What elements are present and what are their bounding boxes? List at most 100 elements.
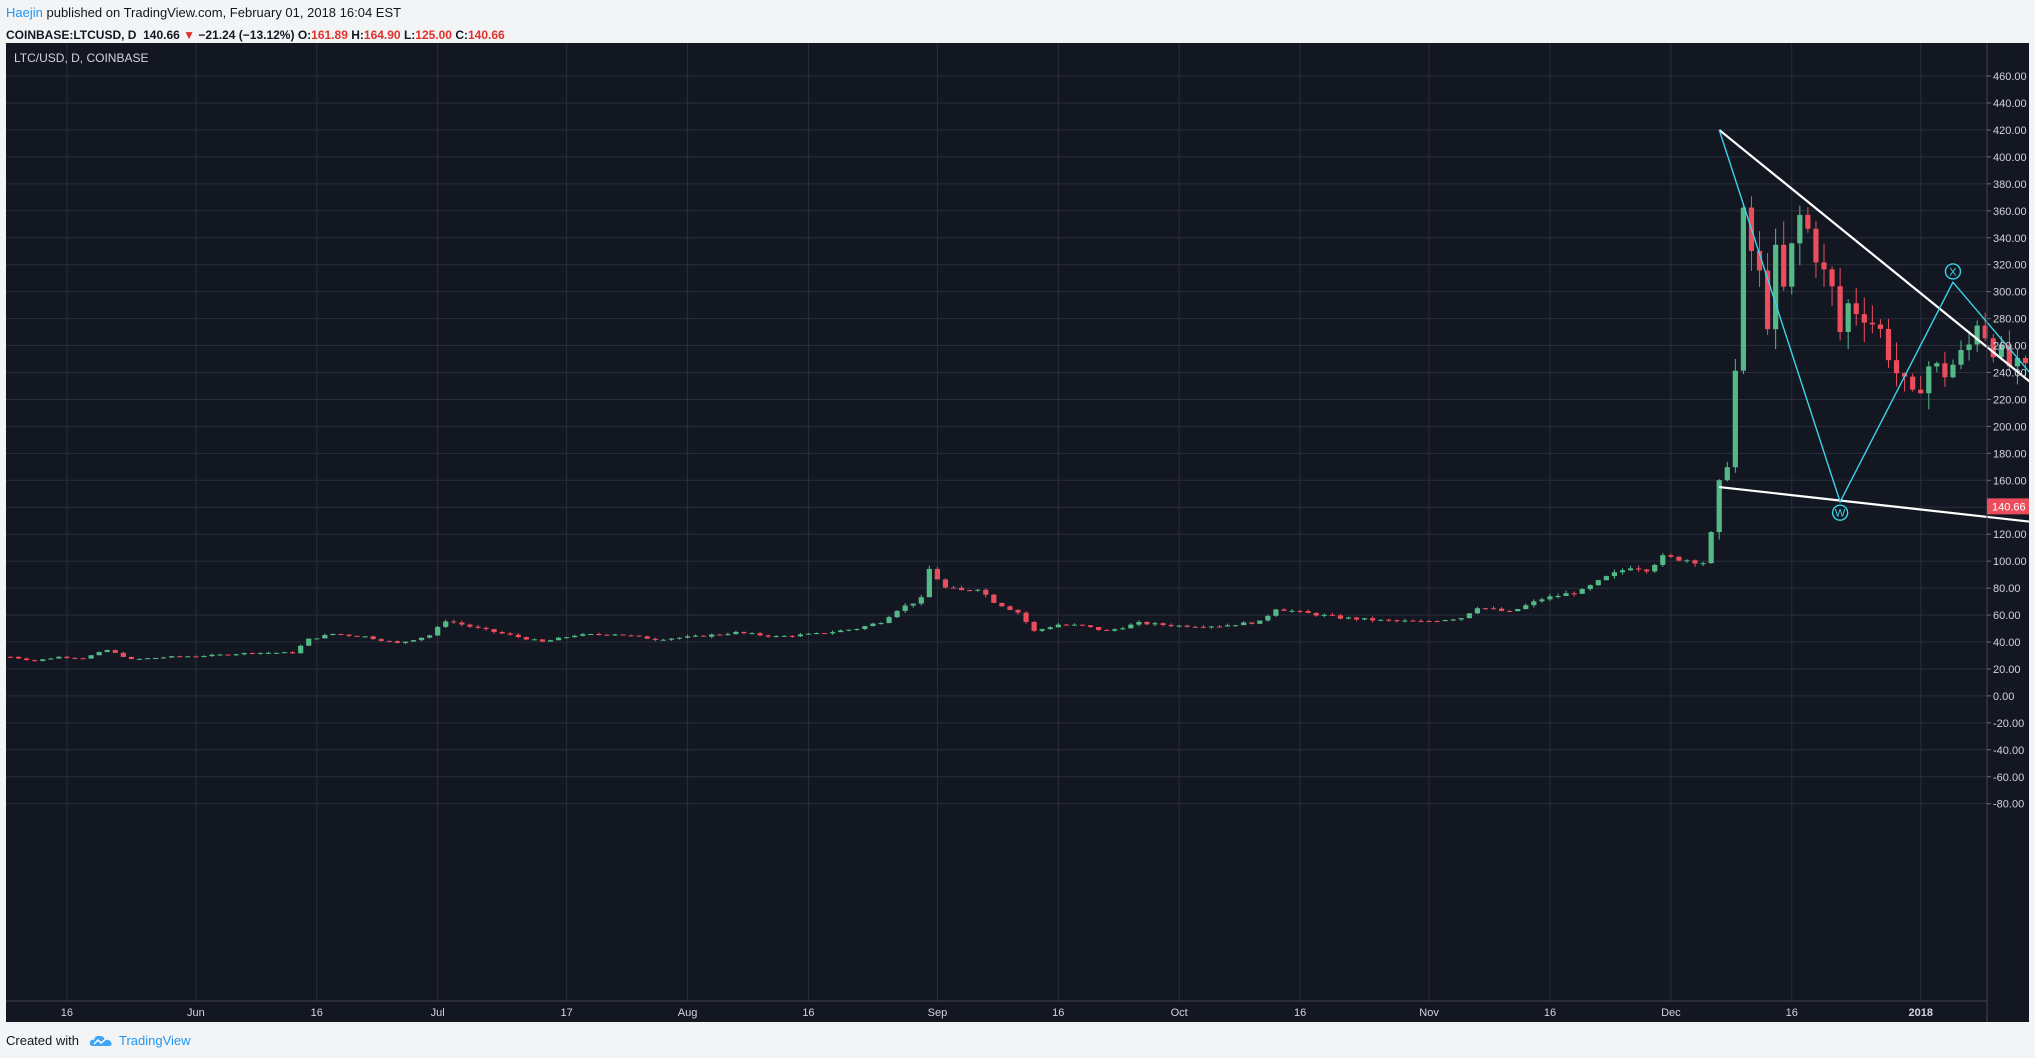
- candle: [443, 619, 449, 629]
- candle: [1265, 614, 1271, 622]
- candle: [886, 615, 892, 624]
- candle: [1910, 373, 1916, 392]
- chart-area[interactable]: WXYXZ 460.00440.00420.00400.00380.00360.…: [6, 43, 2029, 1022]
- candle: [555, 636, 562, 641]
- y-tick-label: 300.00: [1993, 287, 2027, 299]
- candle: [1877, 319, 1884, 339]
- candle: [741, 631, 747, 635]
- candle: [1700, 561, 1706, 566]
- candle: [1289, 609, 1295, 613]
- candle: [1805, 207, 1811, 233]
- candle: [1579, 588, 1585, 595]
- candle: [1893, 342, 1900, 387]
- x-tick-label: 16: [61, 1007, 73, 1019]
- close-value: 140.66: [467, 28, 505, 42]
- candle: [725, 632, 731, 636]
- candle: [1958, 340, 1964, 370]
- candle: [1869, 305, 1875, 334]
- candle: [402, 641, 409, 645]
- price-axis[interactable]: 460.00 440.00 420.00 400.00 380.00 360.00 340.…: [1987, 71, 2027, 811]
- wave-label-w[interactable]: W: [1831, 504, 1849, 521]
- candle: [1063, 623, 1069, 626]
- candle: [1740, 203, 1746, 375]
- candle: [56, 656, 62, 659]
- trendline-lower[interactable]: [1719, 485, 2029, 549]
- candle: [1434, 620, 1440, 623]
- candle: [934, 566, 940, 580]
- candle: [588, 633, 594, 636]
- candle: [1378, 619, 1384, 622]
- candle: [1031, 621, 1037, 633]
- wave-label-text: X: [1949, 266, 1957, 278]
- x-tick-label: Sep: [928, 1007, 948, 1019]
- candle: [910, 603, 916, 608]
- candle: [515, 633, 521, 639]
- candle: [257, 652, 263, 655]
- candle: [1611, 569, 1618, 579]
- candle: [161, 656, 167, 659]
- candle: [1208, 625, 1215, 629]
- tradingview-brand[interactable]: TradingView: [89, 1030, 191, 1052]
- candle: [1087, 625, 1094, 628]
- candle: [580, 633, 586, 637]
- candle: [177, 655, 183, 658]
- candle: [1950, 359, 1956, 379]
- candle: [1966, 331, 1972, 361]
- candle: [1055, 622, 1061, 628]
- y-tick-label: 440.00: [1993, 98, 2027, 110]
- candle: [1273, 608, 1279, 617]
- candle: [1007, 605, 1013, 611]
- candle: [1329, 612, 1335, 616]
- candle: [1047, 626, 1053, 630]
- candle: [24, 657, 30, 661]
- candle: [1603, 575, 1609, 581]
- author-link[interactable]: Haejin: [6, 5, 43, 20]
- candle: [612, 633, 618, 636]
- candle: [1015, 609, 1021, 615]
- candle: [475, 624, 481, 629]
- x-tick-label: 2018: [1908, 1007, 1932, 1019]
- time-axis[interactable]: 16 Jun 16 Jul 17 Aug 16 Sep 16 Oct 16 Nov 16 Dec 16 201…: [61, 1007, 2029, 1019]
- candle: [1885, 318, 1892, 368]
- candle: [523, 636, 529, 641]
- x-tick-label: Nov: [1419, 1007, 1439, 1019]
- elliott-wave-path[interactable]: [1718, 129, 2029, 542]
- down-arrow-icon: ▼: [183, 28, 196, 42]
- candle: [668, 638, 675, 641]
- candle: [1386, 618, 1392, 622]
- candle: [854, 628, 860, 631]
- candle: [749, 632, 755, 635]
- candle: [1918, 376, 1924, 394]
- candlestick-chart[interactable]: WXYXZ 460.00440.00420.00400.00380.00360.…: [6, 43, 2029, 1022]
- candle: [757, 632, 763, 637]
- candle: [1853, 287, 1859, 326]
- candle: [201, 655, 207, 658]
- wave-label-x[interactable]: X: [1944, 263, 1962, 280]
- candle: [596, 632, 602, 636]
- candle: [1345, 616, 1352, 620]
- candle: [1627, 565, 1634, 571]
- candle: [1507, 609, 1513, 613]
- y-tick-label: 220.00: [1993, 394, 2027, 406]
- y-tick-label: 160.00: [1993, 475, 2027, 487]
- y-tick-label: 420.00: [1993, 125, 2027, 137]
- candle: [660, 638, 666, 641]
- candle: [604, 634, 610, 636]
- candle: [144, 658, 151, 660]
- candle: [709, 633, 715, 639]
- candle: [846, 629, 852, 632]
- candle: [1821, 243, 1827, 287]
- candle: [1418, 618, 1424, 623]
- candle: [435, 625, 441, 637]
- candle: [410, 640, 417, 642]
- trendline-upper[interactable]: [1718, 129, 2029, 561]
- candle: [128, 656, 134, 660]
- candle: [1644, 568, 1650, 574]
- candle: [249, 652, 255, 655]
- tradingview-cloud-icon: [89, 1035, 112, 1046]
- candle: [314, 638, 320, 640]
- candle: [652, 637, 658, 642]
- candle: [1490, 605, 1497, 610]
- candle: [298, 644, 304, 654]
- candle: [1982, 312, 1988, 342]
